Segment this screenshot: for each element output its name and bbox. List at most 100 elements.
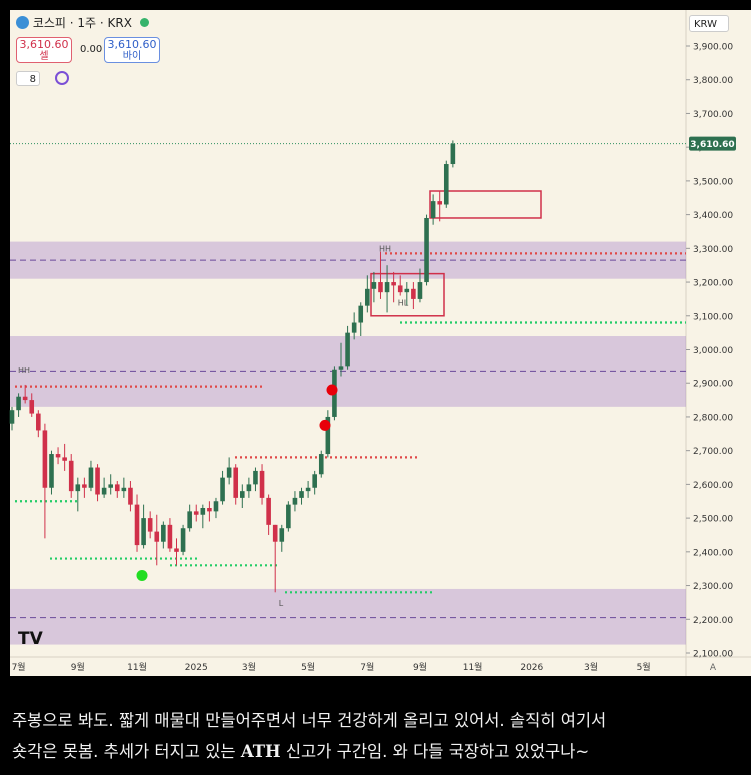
candle-body <box>29 400 35 414</box>
price-axis <box>686 10 751 676</box>
last-price-label: 3,610.60 <box>690 140 734 150</box>
symbol-row: 코스피 · 1주 · KRX <box>16 14 149 31</box>
buy-price: 3,610.60 <box>107 38 157 51</box>
candle-body <box>299 491 304 498</box>
x-tick-label: 5월 <box>301 661 315 673</box>
x-tick-label: 3월 <box>584 661 598 673</box>
zone <box>10 588 686 645</box>
candle-body <box>68 460 74 492</box>
candle-body <box>338 366 344 370</box>
annotation: HH <box>18 366 30 375</box>
marker <box>319 419 331 431</box>
candle-body <box>200 507 206 515</box>
candle-body <box>114 484 120 492</box>
candle-body <box>266 497 271 525</box>
candle-body <box>279 528 285 542</box>
sell-button[interactable]: 3,610.60 셀 <box>16 37 72 63</box>
candle-body <box>193 511 199 515</box>
x-tick-label: 7월 <box>360 661 374 673</box>
candle-body <box>213 501 219 512</box>
candle-body <box>101 487 107 495</box>
candle-body <box>272 524 278 542</box>
candle-body <box>9 410 15 424</box>
sync-icon[interactable] <box>55 71 69 85</box>
candle-body <box>351 322 357 333</box>
y-tick-label: 2,300.00 <box>693 582 733 592</box>
candle-body <box>246 484 252 492</box>
candle-body <box>424 217 429 283</box>
candle-body <box>437 201 442 205</box>
box <box>370 272 445 317</box>
caption-bold: ATH <box>240 742 281 761</box>
status-dot <box>139 18 149 27</box>
candle-body <box>391 282 396 286</box>
x-tick-label: 9월 <box>71 661 85 673</box>
y-tick-label: 3,900.00 <box>693 43 733 53</box>
candle-body <box>82 484 87 488</box>
currency-button[interactable]: KRW <box>689 15 729 32</box>
candle-body <box>180 528 186 552</box>
candle-body <box>259 470 265 498</box>
candle-body <box>154 531 160 542</box>
candle-body <box>147 518 153 532</box>
caption-line: 숏각은 못봄. 추세가 터지고 있는 ATH 신고가 구간임. 와 다들 국장하… <box>12 738 747 762</box>
y-tick-label: 3,800.00 <box>693 76 733 86</box>
candle-body <box>411 288 416 299</box>
auto-scale: A <box>710 663 717 673</box>
x-tick-label: 2025 <box>185 663 208 673</box>
plot: 3,900.003,800.003,700.003,600.003,500.00… <box>9 43 736 673</box>
candle-body <box>450 143 456 165</box>
candle-body <box>430 201 436 218</box>
buy-button[interactable]: 3,610.60 바이 <box>104 37 160 63</box>
x-tick-label: 11월 <box>463 661 483 673</box>
candle-body <box>312 474 317 488</box>
y-tick-label: 3,500.00 <box>693 177 733 187</box>
candle-body <box>404 288 410 293</box>
candle-body <box>22 396 28 401</box>
indicator-toggle[interactable]: 8 <box>16 71 40 86</box>
y-tick-label: 2,400.00 <box>693 548 733 558</box>
spread: 0.00 <box>80 44 103 55</box>
y-tick-label: 3,400.00 <box>693 211 733 221</box>
sell-price: 3,610.60 <box>19 38 69 51</box>
candle-body <box>161 524 166 542</box>
candle-body <box>75 484 81 492</box>
candle-body <box>325 416 331 455</box>
candle-body <box>292 497 298 505</box>
x-tick-label: 5월 <box>637 661 651 673</box>
candle-body <box>42 430 48 488</box>
chart-background <box>10 10 751 676</box>
candle-body <box>226 467 232 478</box>
buy-label: 바이 <box>122 51 142 62</box>
candle-body <box>121 487 127 492</box>
candle-body <box>378 282 383 293</box>
y-tick-label: 2,900.00 <box>693 380 733 390</box>
caption-text: 숏각은 못봄. 추세가 터지고 있는 <box>12 742 236 761</box>
candle-body <box>240 491 245 498</box>
candle-body <box>62 457 67 461</box>
caption-text: 신고가 구간임. 와 다들 국장하고 있었구나~ <box>285 742 590 761</box>
y-tick-label: 3,100.00 <box>693 312 733 322</box>
candle-body <box>174 548 179 552</box>
candle-body <box>345 332 350 367</box>
box <box>429 190 542 219</box>
candle-body <box>397 285 403 293</box>
candle-body <box>365 288 370 306</box>
candle-body <box>305 487 311 492</box>
last-price-tag <box>689 136 736 151</box>
candle-body <box>49 454 54 488</box>
candle-body <box>233 467 239 498</box>
candle-body <box>187 511 192 529</box>
y-tick-label: 3,700.00 <box>693 110 733 120</box>
x-tick-label: 7월 <box>12 661 26 673</box>
caption-line: 주봉으로 봐도. 짧게 매물대 만들어주면서 너무 건강하게 올리고 있어서. … <box>12 711 607 730</box>
candle-body <box>207 507 212 512</box>
candle-body <box>88 467 94 488</box>
annotation: L <box>279 599 284 608</box>
candle-body <box>417 282 423 299</box>
annotation: HL <box>398 299 409 308</box>
x-tick-label: 9월 <box>413 661 427 673</box>
x-tick-label: 2026 <box>520 663 543 673</box>
y-tick-label: 2,200.00 <box>693 616 733 626</box>
